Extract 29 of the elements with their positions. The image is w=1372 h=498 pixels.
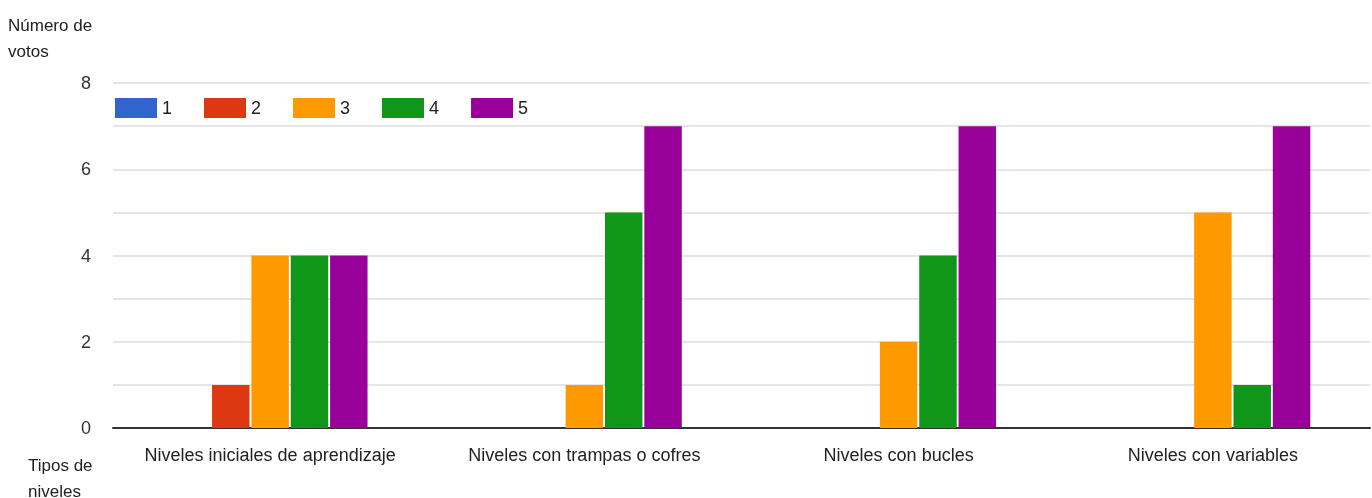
legend-label: 3 bbox=[340, 98, 351, 118]
bar bbox=[644, 126, 682, 428]
bar bbox=[604, 212, 643, 428]
x-tick-label: Niveles iniciales de aprendizaje bbox=[144, 445, 396, 465]
bar bbox=[1272, 126, 1311, 428]
legend-label: 4 bbox=[429, 98, 440, 118]
bar bbox=[565, 384, 604, 428]
y-tick-label: 4 bbox=[80, 245, 91, 266]
legend-label: 1 bbox=[162, 98, 173, 118]
y-axis-title: Número de votos bbox=[8, 15, 97, 61]
y-tick-label: 8 bbox=[80, 73, 91, 93]
x-axis-title: Tipos de niveles bbox=[28, 455, 98, 498]
y-tick-label: 0 bbox=[80, 418, 91, 438]
bar bbox=[330, 255, 368, 428]
legend-label: 2 bbox=[251, 98, 262, 118]
bar bbox=[1194, 212, 1232, 428]
x-tick-label: Niveles con bucles bbox=[823, 445, 974, 465]
y-tick-label: 2 bbox=[80, 331, 91, 352]
bar bbox=[212, 384, 250, 428]
y-tick-label: 6 bbox=[80, 159, 91, 180]
bar bbox=[879, 341, 918, 428]
bar bbox=[958, 126, 997, 428]
x-tick-label: Niveles con variables bbox=[1127, 445, 1298, 465]
bar bbox=[919, 255, 957, 428]
x-tick-label: Niveles con trampas o cofres bbox=[468, 445, 701, 465]
bar bbox=[251, 255, 289, 428]
legend-label: 5 bbox=[518, 98, 529, 118]
bar bbox=[1233, 384, 1271, 428]
bar bbox=[290, 255, 329, 428]
